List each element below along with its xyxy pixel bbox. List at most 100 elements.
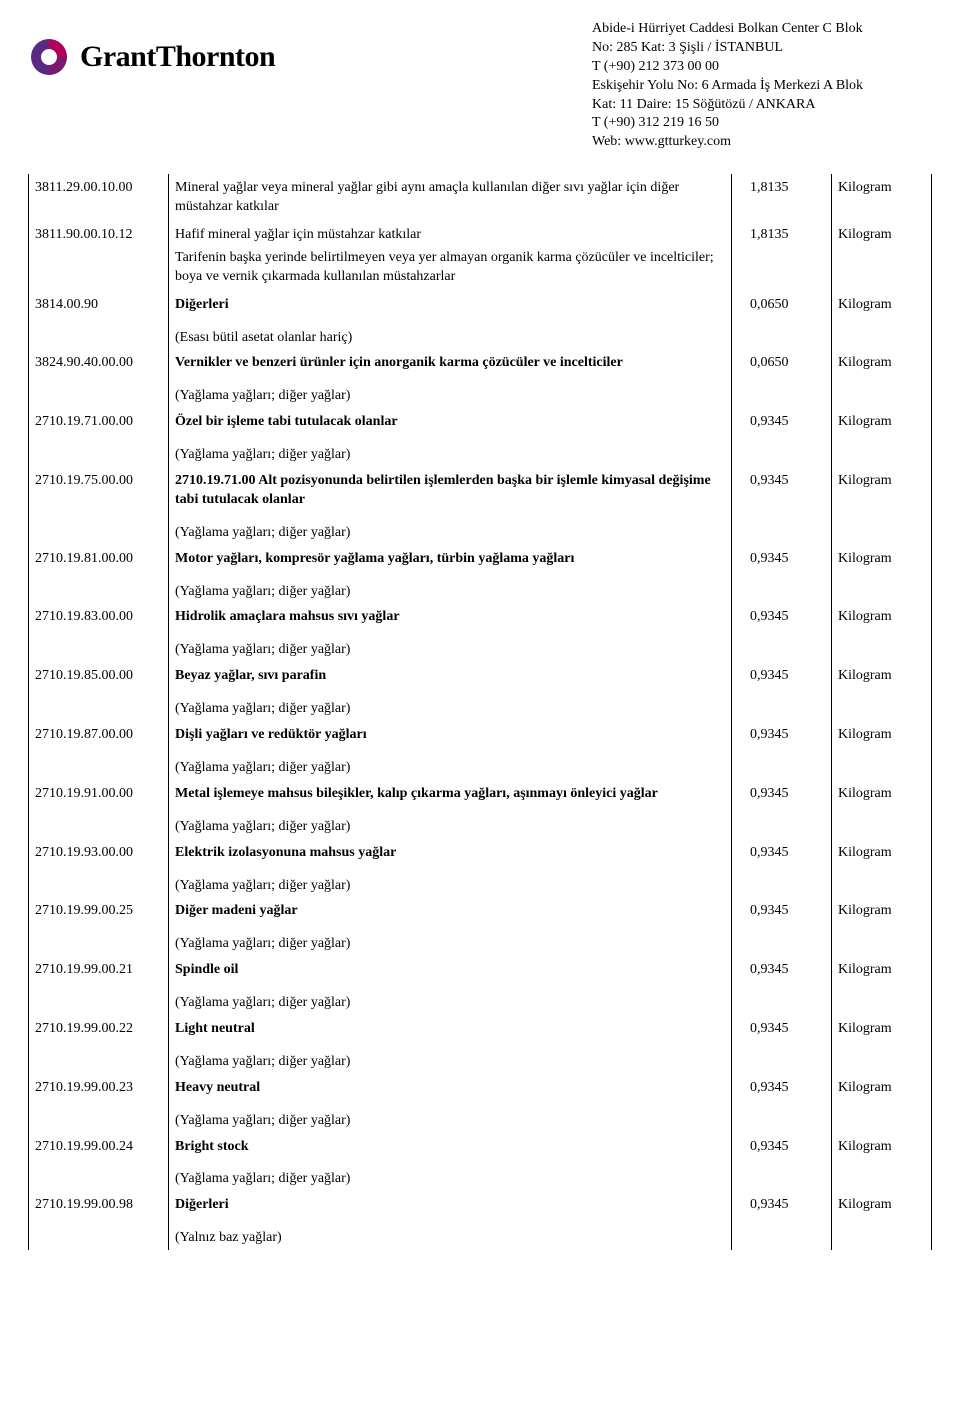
note-cell: (Esası bütil asetat olanlar hariç): [169, 319, 732, 350]
value-cell: [732, 1102, 832, 1133]
code-cell: 2710.19.85.00.00: [29, 662, 169, 690]
table-row: (Yağlama yağları; diğer yağlar): [29, 925, 932, 956]
value-cell: [732, 1043, 832, 1074]
note-cell: (Yağlama yağları; diğer yağlar): [169, 514, 732, 545]
note-cell: (Yağlama yağları; diğer yağlar): [169, 867, 732, 898]
address-line: Kat: 11 Daire: 15 Söğütözü / ANKARA: [592, 96, 932, 115]
logo-icon: [28, 36, 70, 78]
desc-cell: Diğerleri: [169, 1191, 732, 1219]
code-cell: 2710.19.99.00.21: [29, 956, 169, 984]
value-cell: [732, 749, 832, 780]
table-row: 2710.19.99.00.24Bright stock0,9345Kilogr…: [29, 1133, 932, 1161]
unit-cell: [832, 690, 932, 721]
note-cell: (Yağlama yağları; diğer yağlar): [169, 436, 732, 467]
value-cell: [732, 808, 832, 839]
code-cell: [29, 319, 169, 350]
desc-cell: Vernikler ve benzeri ürünler için anorga…: [169, 349, 732, 377]
table-row: 2710.19.71.00.00Özel bir işleme tabi tut…: [29, 408, 932, 436]
code-cell: 3811.90.00.10.12: [29, 221, 169, 249]
table-row: 3811.29.00.10.00Mineral yağlar veya mine…: [29, 174, 932, 221]
note-cell: (Yağlama yağları; diğer yağlar): [169, 631, 732, 662]
value-cell: 0,9345: [732, 1074, 832, 1102]
value-cell: [732, 1160, 832, 1191]
unit-cell: Kilogram: [832, 603, 932, 631]
unit-cell: [832, 1160, 932, 1191]
table-row: 3811.90.00.10.12Hafif mineral yağlar içi…: [29, 221, 932, 249]
value-cell: 0,9345: [732, 1015, 832, 1043]
table-row: (Yağlama yağları; diğer yağlar): [29, 436, 932, 467]
address-block: Abide-i Hürriyet Caddesi Bolkan Center C…: [592, 20, 932, 152]
unit-cell: [832, 1043, 932, 1074]
unit-cell: Kilogram: [832, 721, 932, 749]
code-cell: [29, 573, 169, 604]
code-cell: 2710.19.81.00.00: [29, 545, 169, 573]
address-line: T (+90) 312 219 16 50: [592, 114, 932, 133]
table-row: 2710.19.99.00.22Light neutral0,9345Kilog…: [29, 1015, 932, 1043]
address-line: T (+90) 212 373 00 00: [592, 58, 932, 77]
value-cell: 0,9345: [732, 897, 832, 925]
code-cell: [29, 249, 169, 291]
code-cell: [29, 690, 169, 721]
desc-cell: Elektrik izolasyonuna mahsus yağlar: [169, 839, 732, 867]
value-cell: 0,9345: [732, 467, 832, 514]
table-row: 2710.19.93.00.00Elektrik izolasyonuna ma…: [29, 839, 932, 867]
code-cell: [29, 925, 169, 956]
table-row: (Yağlama yağları; diğer yağlar): [29, 573, 932, 604]
unit-cell: [832, 984, 932, 1015]
value-cell: 0,9345: [732, 780, 832, 808]
value-cell: 0,9345: [732, 956, 832, 984]
note-cell: (Yağlama yağları; diğer yağlar): [169, 690, 732, 721]
table-row: 2710.19.87.00.00Dişli yağları ve redüktö…: [29, 721, 932, 749]
value-cell: [732, 925, 832, 956]
code-cell: 2710.19.93.00.00: [29, 839, 169, 867]
note-cell: (Yağlama yağları; diğer yağlar): [169, 377, 732, 408]
unit-cell: Kilogram: [832, 408, 932, 436]
desc-cell: Hafif mineral yağlar için müstahzar katk…: [169, 221, 732, 249]
code-cell: 3811.29.00.10.00: [29, 174, 169, 221]
table-row: (Yağlama yağları; diğer yağlar): [29, 749, 932, 780]
address-line: Abide-i Hürriyet Caddesi Bolkan Center C…: [592, 20, 932, 39]
table-row: 2710.19.75.00.002710.19.71.00 Alt pozisy…: [29, 467, 932, 514]
value-cell: 0,9345: [732, 839, 832, 867]
table-row: Tarifenin başka yerinde belirtilmeyen ve…: [29, 249, 932, 291]
desc-cell: Diğer madeni yağlar: [169, 897, 732, 925]
table-row: 2710.19.99.00.98Diğerleri0,9345Kilogram: [29, 1191, 932, 1219]
table-row: 2710.19.99.00.21Spindle oil0,9345Kilogra…: [29, 956, 932, 984]
value-cell: 1,8135: [732, 221, 832, 249]
unit-cell: Kilogram: [832, 1015, 932, 1043]
unit-cell: Kilogram: [832, 839, 932, 867]
desc-cell: Bright stock: [169, 1133, 732, 1161]
value-cell: 0,9345: [732, 545, 832, 573]
table-row: 2710.19.99.00.23Heavy neutral0,9345Kilog…: [29, 1074, 932, 1102]
code-cell: 3814.00.90: [29, 291, 169, 319]
desc-cell: 2710.19.71.00 Alt pozisyonunda belirtile…: [169, 467, 732, 514]
value-cell: [732, 573, 832, 604]
table-row: (Yağlama yağları; diğer yağlar): [29, 631, 932, 662]
note-cell: (Yağlama yağları; diğer yağlar): [169, 1160, 732, 1191]
unit-cell: [832, 1102, 932, 1133]
value-cell: 0,9345: [732, 1191, 832, 1219]
unit-cell: [832, 319, 932, 350]
desc-cell: Metal işlemeye mahsus bileşikler, kalıp …: [169, 780, 732, 808]
code-cell: 2710.19.99.00.22: [29, 1015, 169, 1043]
value-cell: 0,9345: [732, 408, 832, 436]
page-header: GrantThornton Abide-i Hürriyet Caddesi B…: [28, 20, 932, 152]
unit-cell: Kilogram: [832, 1191, 932, 1219]
note-cell: (Yalnız baz yağlar): [169, 1219, 732, 1250]
code-cell: [29, 1043, 169, 1074]
desc-cell: Mineral yağlar veya mineral yağlar gibi …: [169, 174, 732, 221]
unit-cell: [832, 436, 932, 467]
logo-block: GrantThornton: [28, 20, 275, 78]
unit-cell: Kilogram: [832, 349, 932, 377]
value-cell: 0,9345: [732, 662, 832, 690]
value-cell: 0,0650: [732, 291, 832, 319]
unit-cell: Kilogram: [832, 174, 932, 221]
table-row: 2710.19.91.00.00Metal işlemeye mahsus bi…: [29, 780, 932, 808]
table-row: (Esası bütil asetat olanlar hariç): [29, 319, 932, 350]
note-cell: (Yağlama yağları; diğer yağlar): [169, 808, 732, 839]
value-cell: [732, 319, 832, 350]
desc-cell: Diğerleri: [169, 291, 732, 319]
value-cell: [732, 436, 832, 467]
desc-cell: Spindle oil: [169, 956, 732, 984]
address-line: No: 285 Kat: 3 Şişli / İSTANBUL: [592, 39, 932, 58]
